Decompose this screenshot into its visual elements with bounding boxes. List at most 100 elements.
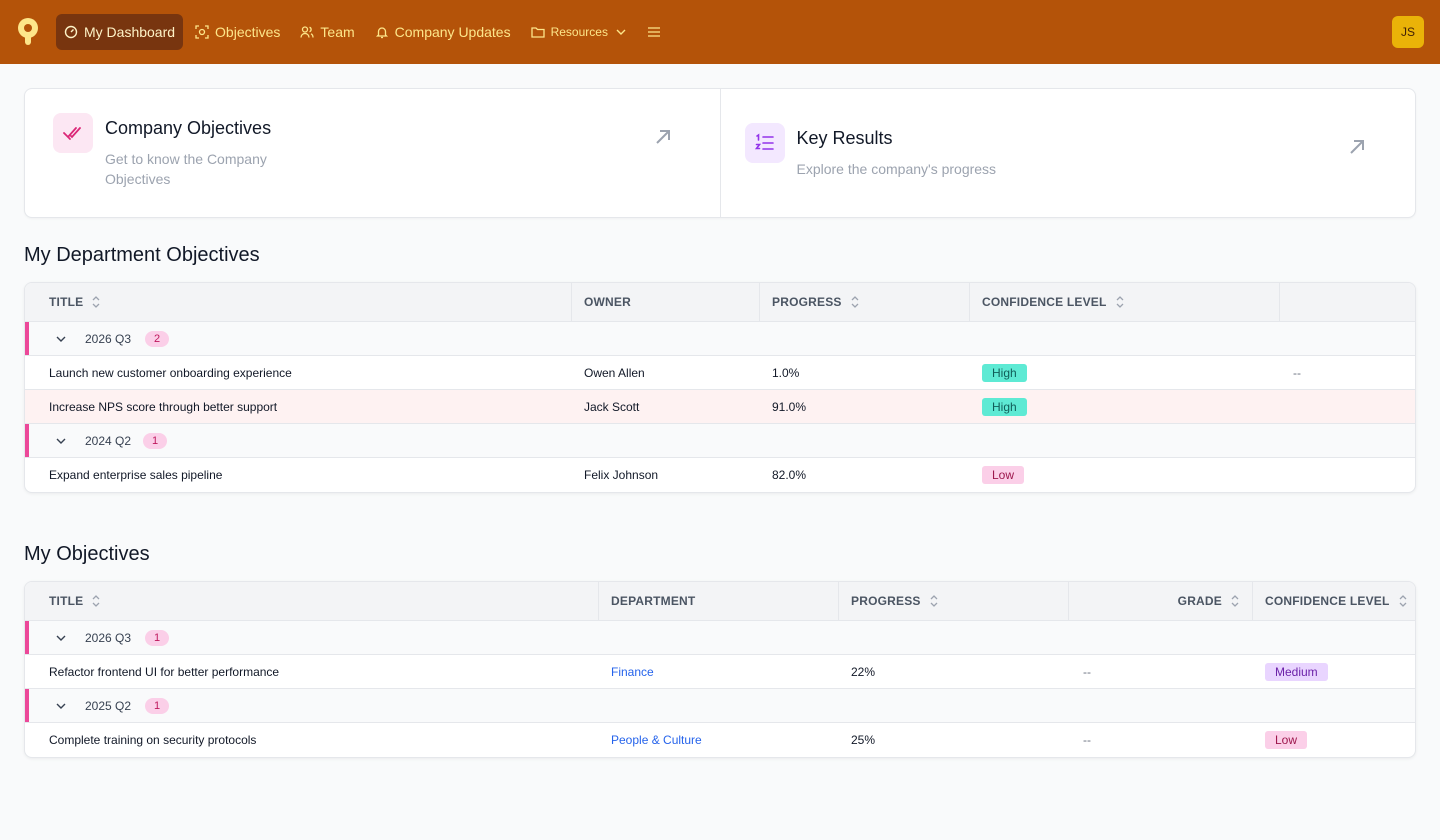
table-row[interactable]: Expand enterprise sales pipeline Felix J… [25, 458, 1415, 492]
progress-value: 91.0% [772, 399, 807, 414]
column-header-label: GRADE [1177, 594, 1222, 608]
column-header-progress[interactable]: PROGRESS [760, 283, 970, 321]
chevron-down-icon[interactable] [55, 435, 67, 447]
quick-links-cards: Company Objectives Get to know the Compa… [24, 88, 1416, 218]
group-row[interactable]: 2025 Q2 1 [25, 689, 1415, 723]
nav-item-label: Company Updates [394, 24, 511, 40]
more-menu-button[interactable] [640, 14, 668, 50]
objective-title[interactable]: Complete training on security protocols [49, 733, 257, 747]
confidence-badge: Low [1265, 731, 1308, 749]
nav-item-company-updates[interactable]: Company Updates [367, 14, 519, 50]
department-link[interactable]: Finance [611, 664, 654, 679]
table-header: TITLE OWNER PROGRESS CONFIDENCE LEVEL [25, 283, 1415, 322]
column-header-confidence-level[interactable]: CONFIDENCE LEVEL [1253, 582, 1415, 620]
nav-item-label: My Dashboard [84, 24, 176, 40]
group-row[interactable]: 2026 Q3 1 [25, 621, 1415, 655]
nav-item-label: Objectives [215, 24, 281, 40]
group-count-badge: 2 [145, 330, 169, 347]
key-results-card[interactable]: Key Results Explore the company's progre… [719, 89, 1416, 217]
column-header-title[interactable]: TITLE [25, 283, 572, 321]
user-avatar[interactable]: JS [1392, 16, 1424, 48]
sort-icon[interactable] [91, 295, 101, 309]
objective-title[interactable]: Increase NPS score through better suppor… [49, 399, 278, 414]
table-header: TITLE DEPARTMENT PROGRESS GRADE CONFIDEN… [25, 582, 1415, 621]
column-header-progress[interactable]: PROGRESS [839, 582, 1069, 620]
card-title: Key Results [796, 128, 893, 148]
table-row[interactable]: Complete training on security protocols … [25, 723, 1415, 757]
column-header-title[interactable]: TITLE [25, 582, 599, 620]
nav-item-team[interactable]: Team [292, 14, 362, 50]
sort-icon[interactable] [850, 295, 860, 309]
sort-icon[interactable] [1230, 594, 1240, 608]
department-link[interactable]: People & Culture [611, 733, 702, 747]
confidence-badge: Low [982, 466, 1025, 484]
chevron-down-icon[interactable] [55, 700, 67, 712]
section-title-my-objectives: My Objectives [24, 543, 150, 565]
app-logo-icon[interactable] [16, 18, 40, 46]
chevron-down-icon[interactable] [55, 632, 67, 644]
progress-value: 22% [851, 664, 876, 679]
confidence-badge: Medium [1265, 662, 1328, 681]
objective-title[interactable]: Expand enterprise sales pipeline [49, 468, 223, 482]
owner-name: Jack Scott [584, 399, 640, 414]
folder-icon [530, 27, 545, 38]
column-header-department: DEPARTMENT [599, 582, 839, 620]
nav-item-objectives[interactable]: Objectives [187, 14, 288, 50]
progress-value: 1.0% [772, 365, 800, 380]
group-row[interactable]: 2026 Q3 2 [25, 322, 1415, 356]
objective-title[interactable]: Refactor frontend UI for better performa… [49, 664, 280, 679]
group-count-badge: 1 [145, 629, 169, 646]
nav-item-my-dashboard[interactable]: My Dashboard [56, 14, 184, 50]
group-count-badge: 1 [143, 432, 167, 449]
column-header-label: PROGRESS [851, 594, 921, 608]
users-icon [300, 26, 315, 38]
extra-value: -- [1293, 365, 1301, 380]
nav-item-label: Resources [550, 25, 608, 39]
sort-icon[interactable] [929, 594, 939, 608]
sort-icon[interactable] [1115, 295, 1125, 309]
column-header-label: TITLE [49, 594, 84, 608]
group-label: 2024 Q2 [85, 433, 132, 448]
sort-icon[interactable] [91, 594, 101, 608]
numbered-list-icon [744, 123, 785, 163]
gauge-icon [64, 25, 78, 39]
sort-icon[interactable] [1398, 594, 1408, 608]
arrow-up-right-icon [1349, 140, 1364, 154]
chevron-down-icon[interactable] [55, 333, 67, 345]
table-row[interactable]: Increase NPS score through better suppor… [25, 390, 1415, 424]
progress-value: 82.0% [772, 468, 807, 482]
table-row[interactable]: Launch new customer onboarding experienc… [25, 356, 1415, 390]
double-check-icon [53, 113, 93, 153]
confidence-badge: High [982, 363, 1027, 382]
column-header-label: TITLE [49, 295, 84, 309]
owner-name: Felix Johnson [584, 468, 659, 482]
hamburger-menu-icon [647, 27, 660, 37]
objective-title[interactable]: Launch new customer onboarding experienc… [49, 365, 292, 380]
target-icon [195, 25, 209, 39]
card-title: Company Objectives [105, 118, 272, 138]
column-header-label: DEPARTMENT [611, 594, 696, 608]
column-header-extra [1280, 283, 1415, 321]
bell-icon [375, 27, 388, 39]
department-objectives-table: TITLE OWNER PROGRESS CONFIDENCE LEVEL 20… [24, 282, 1416, 493]
top-navigation-bar: My Dashboard Objectives Team Company Upd… [0, 0, 1440, 64]
grade-value: -- [1083, 733, 1091, 747]
group-count-badge: 1 [145, 697, 169, 714]
chevron-down-icon [616, 29, 626, 35]
column-header-label: CONFIDENCE LEVEL [1265, 594, 1390, 608]
card-description: Explore the company's progress [796, 161, 997, 177]
grade-value: -- [1083, 664, 1091, 679]
progress-value: 25% [851, 733, 876, 747]
confidence-badge: High [982, 397, 1027, 416]
table-row[interactable]: Refactor frontend UI for better performa… [25, 655, 1415, 689]
group-row[interactable]: 2024 Q2 1 [25, 424, 1415, 458]
group-label: 2026 Q3 [85, 630, 132, 645]
column-header-label: PROGRESS [772, 295, 842, 309]
column-header-owner: OWNER [572, 283, 760, 321]
main-nav: My Dashboard Objectives Team Company Upd… [56, 14, 668, 50]
column-header-grade[interactable]: GRADE [1069, 582, 1253, 620]
company-objectives-card[interactable]: Company Objectives Get to know the Compa… [25, 89, 720, 217]
column-header-label: CONFIDENCE LEVEL [982, 295, 1107, 309]
column-header-confidence-level[interactable]: CONFIDENCE LEVEL [970, 283, 1280, 321]
nav-item-resources[interactable]: Resources [523, 14, 636, 50]
